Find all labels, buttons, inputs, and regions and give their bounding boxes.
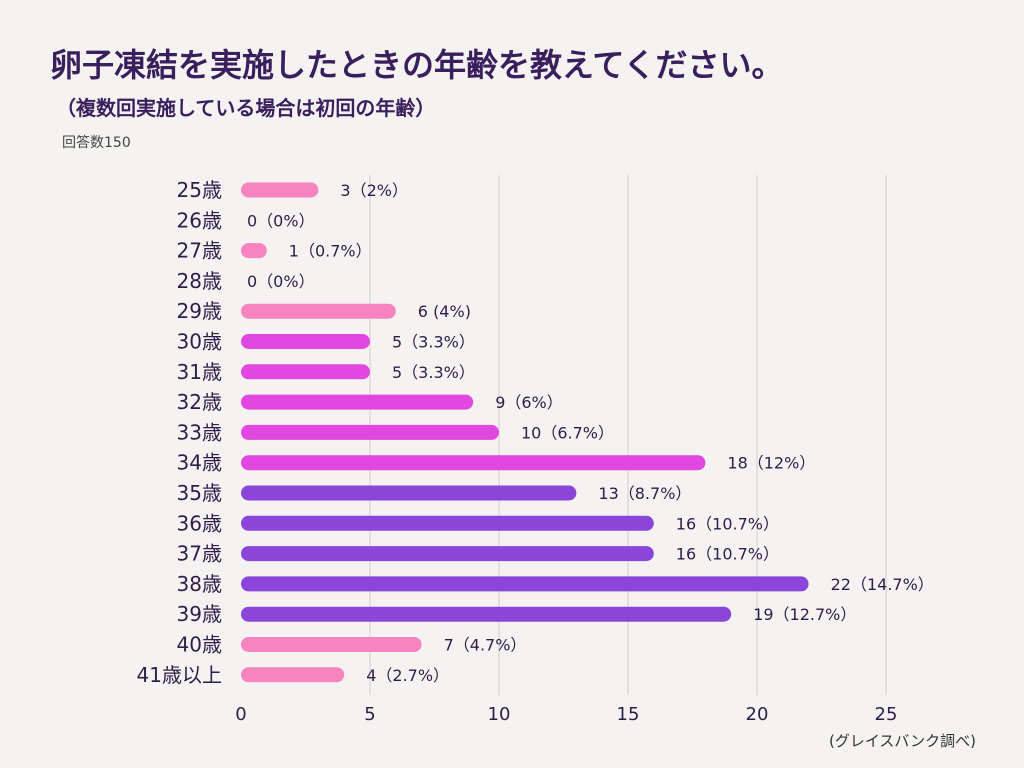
- category-label: 34歳: [177, 451, 222, 475]
- data-label: 5（3.3%）: [392, 363, 475, 382]
- data-label: 19（12.7%）: [753, 605, 856, 624]
- bar: [241, 637, 422, 652]
- category-label: 35歳: [177, 481, 222, 505]
- data-label: 0（0%）: [247, 211, 315, 230]
- category-label: 40歳: [177, 633, 222, 657]
- bar: [241, 667, 345, 683]
- data-label: 6 (4%): [418, 302, 471, 321]
- data-label: 16（10.7%）: [676, 545, 779, 564]
- bar: [241, 364, 370, 380]
- bar: [241, 576, 809, 592]
- data-label: 16（10.7%）: [676, 514, 779, 533]
- category-label: 26歳: [177, 208, 222, 232]
- category-label: 32歳: [177, 390, 222, 414]
- category-label: 30歳: [177, 330, 222, 354]
- category-label: 33歳: [177, 420, 222, 444]
- chart-subtitle: （複数回実施している場合は初回の年齢）: [56, 96, 436, 120]
- bar: [241, 334, 370, 349]
- respondent-count: 回答数150: [62, 135, 131, 151]
- x-tick-label: 10: [488, 704, 511, 725]
- bar: [241, 243, 267, 259]
- category-label: 31歳: [177, 360, 222, 384]
- bar: [241, 182, 319, 198]
- data-label: 0（0%）: [247, 272, 315, 291]
- x-tick-label: 0: [235, 704, 246, 725]
- bar: [241, 303, 396, 319]
- bar: [241, 394, 474, 410]
- category-label: 38歳: [177, 572, 222, 596]
- data-label: 1（0.7%）: [289, 242, 372, 261]
- category-label: 41歳以上: [137, 663, 222, 687]
- x-tick-label: 5: [364, 704, 375, 725]
- data-label: 13（8.7%）: [598, 484, 691, 503]
- data-label: 18（12%）: [727, 454, 815, 473]
- source-note: (グレイスバンク調べ): [828, 732, 976, 750]
- x-tick-label: 20: [746, 704, 769, 725]
- category-label: 39歳: [177, 602, 222, 626]
- bar: [241, 424, 499, 440]
- bar: [241, 515, 654, 531]
- category-label: 36歳: [177, 511, 222, 535]
- data-label: 22（14.7%）: [831, 575, 934, 594]
- bar: [241, 546, 654, 562]
- data-label: 5（3.3%）: [392, 333, 475, 352]
- x-tick-label: 15: [617, 704, 640, 725]
- chart-title: 卵子凍結を実施したときの年齢を教えてください。: [50, 46, 784, 84]
- category-label: 37歳: [177, 542, 222, 566]
- data-label: 7（4.7%）: [444, 636, 527, 655]
- category-label: 28歳: [177, 269, 222, 293]
- x-tick-label: 25: [875, 704, 898, 725]
- data-label: 3（2%）: [340, 181, 408, 200]
- bar: [241, 485, 577, 501]
- bar: [241, 455, 706, 471]
- category-label: 25歳: [177, 178, 222, 202]
- bar: [241, 606, 732, 622]
- data-label: 4（2.7%）: [366, 666, 449, 685]
- category-label: 29歳: [177, 299, 222, 323]
- category-label: 27歳: [177, 239, 222, 263]
- data-label: 9（6%）: [495, 393, 563, 412]
- data-label: 10（6.7%）: [521, 423, 614, 442]
